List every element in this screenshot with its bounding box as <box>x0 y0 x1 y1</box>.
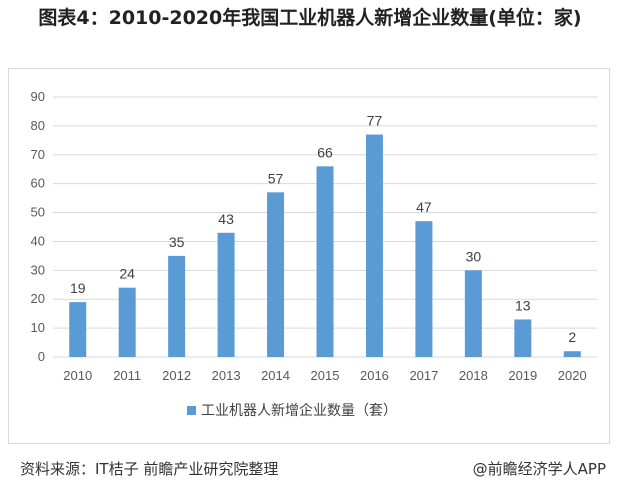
chart-frame: 0 10 20 30 40 50 60 70 80 90 19 24 35 43 57 66 77 47 30 13… <box>8 68 610 444</box>
data-labels: 19 24 35 43 57 66 77 47 30 13 2 <box>70 113 576 346</box>
y-tick-label: 0 <box>38 349 45 364</box>
y-tick-label: 80 <box>31 118 45 133</box>
legend: 工业机器人新增企业数量（套） <box>187 402 397 419</box>
data-label-2017: 47 <box>416 199 432 215</box>
bar-chart: 0 10 20 30 40 50 60 70 80 90 19 24 35 43 57 66 77 47 30 13… <box>31 89 597 419</box>
data-label-2018: 30 <box>466 248 482 264</box>
data-label-2020: 2 <box>568 329 576 345</box>
x-tick-label-2018: 2018 <box>459 368 488 383</box>
x-tick-label-2014: 2014 <box>261 368 290 383</box>
y-tick-label: 70 <box>31 147 45 162</box>
bar-2015 <box>316 166 334 357</box>
bar-2012 <box>168 255 186 357</box>
y-tick-label: 90 <box>31 89 45 104</box>
x-tick-label-2011: 2011 <box>113 368 141 383</box>
y-tick-label: 10 <box>31 320 45 335</box>
bar-2018 <box>464 270 482 357</box>
bar-2020 <box>563 351 581 357</box>
legend-swatch <box>187 406 196 415</box>
data-label-2016: 77 <box>367 113 383 129</box>
data-label-2010: 19 <box>70 280 86 296</box>
bar-2016 <box>365 134 383 357</box>
x-tick-label-2020: 2020 <box>558 368 587 383</box>
data-label-2011: 24 <box>119 266 135 282</box>
data-label-2019: 13 <box>515 297 531 313</box>
y-tick-label: 50 <box>31 205 45 220</box>
x-axis-ticks: 2010 2011 2012 2013 2014 2015 2016 2017 2018 2019… <box>63 368 586 383</box>
x-tick-label-2013: 2013 <box>212 368 241 383</box>
bar-2013 <box>217 232 235 357</box>
bar-2011 <box>118 287 136 357</box>
y-tick-label: 20 <box>31 291 45 306</box>
data-label-2014: 57 <box>268 170 284 186</box>
bars <box>69 134 581 357</box>
x-tick-label-2016: 2016 <box>360 368 389 383</box>
bar-2014 <box>267 192 285 357</box>
chart-title: 图表4：2010-2020年我国工业机器人新增企业数量(单位：家) <box>38 7 582 29</box>
data-label-2013: 43 <box>218 211 234 227</box>
data-label-2015: 66 <box>317 144 333 160</box>
y-axis-ticks: 0 10 20 30 40 50 60 70 80 90 <box>31 89 45 364</box>
y-tick-label: 40 <box>31 233 45 248</box>
bar-2017 <box>415 221 433 357</box>
x-tick-label-2019: 2019 <box>508 368 537 383</box>
credit-note: @前瞻经济学人APP <box>472 460 606 478</box>
legend-label: 工业机器人新增企业数量（套） <box>201 402 397 419</box>
x-tick-label-2012: 2012 <box>162 368 191 383</box>
bar-2019 <box>514 319 532 357</box>
data-label-2012: 35 <box>169 234 185 250</box>
x-tick-label-2017: 2017 <box>409 368 438 383</box>
bar-2010 <box>69 302 87 357</box>
x-tick-label-2015: 2015 <box>311 368 340 383</box>
y-tick-label: 60 <box>31 176 45 191</box>
source-note: 资料来源：IT桔子 前瞻产业研究院整理 <box>20 460 279 478</box>
x-tick-label-2010: 2010 <box>63 368 92 383</box>
y-tick-label: 30 <box>31 262 45 277</box>
